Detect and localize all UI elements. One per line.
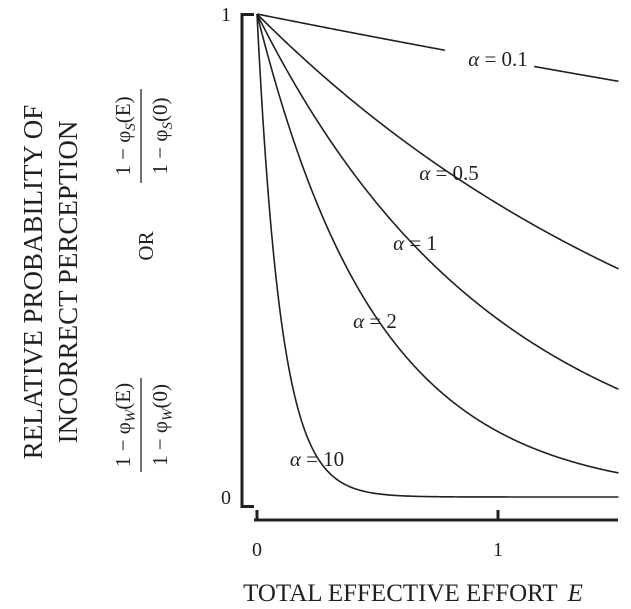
y-axis bbox=[240, 13, 254, 508]
y-axis-label-line-1: RELATIVE PROBABILITY OF bbox=[18, 105, 48, 460]
x-axis-title: TOTAL EFFECTIVE EFFORT E bbox=[243, 580, 583, 607]
y-formula-w-numerator: 1 − φW(E) bbox=[111, 383, 139, 467]
x-tick-label-0: 0 bbox=[252, 539, 262, 561]
y-formula-s-numerator: 1 − φS(E) bbox=[111, 96, 139, 175]
x-tick-label-1: 1 bbox=[493, 539, 503, 561]
curve-labels: α = 0.1 α = 0.5 α = 1 α = 2 α = 10 bbox=[290, 47, 528, 471]
curve-alpha-10 bbox=[256, 13, 619, 498]
curve-label-alpha-0-1: α = 0.1 bbox=[468, 47, 528, 71]
curve-label-alpha-10: α = 10 bbox=[290, 447, 344, 471]
y-axis-label: RELATIVE PROBABILITY OF INCORRECT PERCEP… bbox=[18, 89, 176, 472]
y-tick-label-1: 1 bbox=[221, 4, 231, 26]
curve-alpha-1 bbox=[256, 13, 619, 390]
curve-alpha-0-5 bbox=[256, 13, 619, 270]
x-axis bbox=[254, 510, 618, 522]
y-formula-w: 1 − φW(E) 1 − φW(0) bbox=[111, 378, 176, 472]
curve-label-alpha-2: α = 2 bbox=[353, 309, 397, 333]
curve-alpha-0-1-part-1 bbox=[534, 65, 619, 83]
curve-alpha-0-1 bbox=[256, 13, 446, 52]
curves bbox=[256, 13, 619, 498]
y-formula-s: 1 − φS(E) 1 − φS(0) bbox=[111, 89, 176, 183]
curve-label-alpha-0-5: α = 0.5 bbox=[419, 161, 479, 185]
y-formula-w-denominator: 1 − φW(0) bbox=[148, 384, 176, 466]
y-formula-s-denominator: 1 − φS(0) bbox=[148, 98, 176, 175]
curve-label-alpha-1: α = 1 bbox=[393, 231, 437, 255]
y-tick-label-0: 0 bbox=[221, 487, 231, 509]
curve-alpha-2 bbox=[256, 13, 619, 474]
y-formula-or: OR bbox=[134, 231, 158, 260]
y-axis-label-line-2: INCORRECT PERCEPTION bbox=[53, 121, 83, 444]
tick-labels: 0 1 0 1 bbox=[221, 4, 503, 561]
